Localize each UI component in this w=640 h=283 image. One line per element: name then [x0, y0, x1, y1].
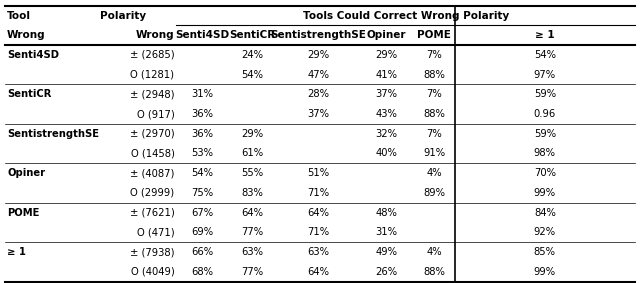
Text: 98%: 98%	[534, 149, 556, 158]
Text: ± (7621): ± (7621)	[130, 208, 175, 218]
Text: 63%: 63%	[307, 247, 330, 257]
Text: Opiner: Opiner	[366, 30, 406, 40]
Text: ± (4087): ± (4087)	[130, 168, 175, 178]
Text: 99%: 99%	[534, 188, 556, 198]
Text: 70%: 70%	[534, 168, 556, 178]
Text: 85%: 85%	[534, 247, 556, 257]
Text: 53%: 53%	[191, 149, 213, 158]
Text: ± (2685): ± (2685)	[130, 50, 175, 60]
Text: POME: POME	[7, 208, 40, 218]
Text: 43%: 43%	[375, 109, 397, 119]
Text: 63%: 63%	[242, 247, 264, 257]
Text: 7%: 7%	[426, 89, 442, 99]
Text: SentiCR: SentiCR	[7, 89, 51, 99]
Text: ≥ 1: ≥ 1	[7, 247, 26, 257]
Text: 64%: 64%	[307, 208, 330, 218]
Text: 31%: 31%	[375, 227, 397, 237]
Text: 51%: 51%	[307, 168, 330, 178]
Text: O (471): O (471)	[137, 227, 175, 237]
Text: 67%: 67%	[191, 208, 213, 218]
Text: 54%: 54%	[191, 168, 213, 178]
Text: O (2999): O (2999)	[131, 188, 175, 198]
Text: 77%: 77%	[241, 227, 264, 237]
Text: 29%: 29%	[307, 50, 330, 60]
Text: 24%: 24%	[242, 50, 264, 60]
Text: 66%: 66%	[191, 247, 213, 257]
Text: 61%: 61%	[241, 149, 264, 158]
Text: 7%: 7%	[426, 50, 442, 60]
Text: 64%: 64%	[242, 208, 264, 218]
Text: 32%: 32%	[375, 129, 397, 139]
Text: 0.96: 0.96	[534, 109, 556, 119]
Text: ± (2948): ± (2948)	[130, 89, 175, 99]
Text: 88%: 88%	[423, 109, 445, 119]
Text: 37%: 37%	[375, 89, 397, 99]
Text: Opiner: Opiner	[7, 168, 45, 178]
Text: 26%: 26%	[375, 267, 397, 277]
Text: 29%: 29%	[375, 50, 397, 60]
Text: 37%: 37%	[307, 109, 330, 119]
Text: 48%: 48%	[375, 208, 397, 218]
Text: Tool: Tool	[7, 10, 31, 20]
Text: 55%: 55%	[241, 168, 264, 178]
Text: 7%: 7%	[426, 129, 442, 139]
Text: 91%: 91%	[423, 149, 445, 158]
Text: O (917): O (917)	[137, 109, 175, 119]
Text: 28%: 28%	[307, 89, 330, 99]
Text: 88%: 88%	[423, 70, 445, 80]
Text: Wrong: Wrong	[136, 30, 175, 40]
Text: ≥ 1: ≥ 1	[535, 30, 555, 40]
Text: 4%: 4%	[426, 247, 442, 257]
Text: 68%: 68%	[191, 267, 213, 277]
Text: O (1458): O (1458)	[131, 149, 175, 158]
Text: 89%: 89%	[423, 188, 445, 198]
Text: Wrong: Wrong	[7, 30, 45, 40]
Text: 88%: 88%	[423, 267, 445, 277]
Text: 99%: 99%	[534, 267, 556, 277]
Text: 47%: 47%	[307, 70, 330, 80]
Text: Senti4SD: Senti4SD	[175, 30, 229, 40]
Text: O (4049): O (4049)	[131, 267, 175, 277]
Text: 59%: 59%	[534, 89, 556, 99]
Text: Senti4SD: Senti4SD	[7, 50, 59, 60]
Text: 71%: 71%	[307, 227, 330, 237]
Text: 41%: 41%	[375, 70, 397, 80]
Text: 92%: 92%	[534, 227, 556, 237]
Text: Polarity: Polarity	[100, 10, 147, 20]
Text: 77%: 77%	[241, 267, 264, 277]
Text: Tools Could Correct Wrong Polarity: Tools Could Correct Wrong Polarity	[303, 10, 509, 20]
Text: 84%: 84%	[534, 208, 556, 218]
Text: 36%: 36%	[191, 129, 213, 139]
Text: 54%: 54%	[242, 70, 264, 80]
Text: 36%: 36%	[191, 109, 213, 119]
Text: SentistrengthSE: SentistrengthSE	[271, 30, 366, 40]
Text: 29%: 29%	[241, 129, 264, 139]
Text: 59%: 59%	[534, 129, 556, 139]
Text: 83%: 83%	[242, 188, 264, 198]
Text: O (1281): O (1281)	[131, 70, 175, 80]
Text: 75%: 75%	[191, 188, 213, 198]
Text: 97%: 97%	[534, 70, 556, 80]
Text: SentistrengthSE: SentistrengthSE	[7, 129, 99, 139]
Text: 40%: 40%	[375, 149, 397, 158]
Text: 31%: 31%	[191, 89, 213, 99]
Text: 49%: 49%	[375, 247, 397, 257]
Text: 71%: 71%	[307, 188, 330, 198]
Text: 69%: 69%	[191, 227, 213, 237]
Text: 64%: 64%	[307, 267, 330, 277]
Text: POME: POME	[417, 30, 451, 40]
Text: 54%: 54%	[534, 50, 556, 60]
Text: ± (2970): ± (2970)	[130, 129, 175, 139]
Text: 4%: 4%	[426, 168, 442, 178]
Text: SentiCR: SentiCR	[230, 30, 276, 40]
Text: ± (7938): ± (7938)	[130, 247, 175, 257]
